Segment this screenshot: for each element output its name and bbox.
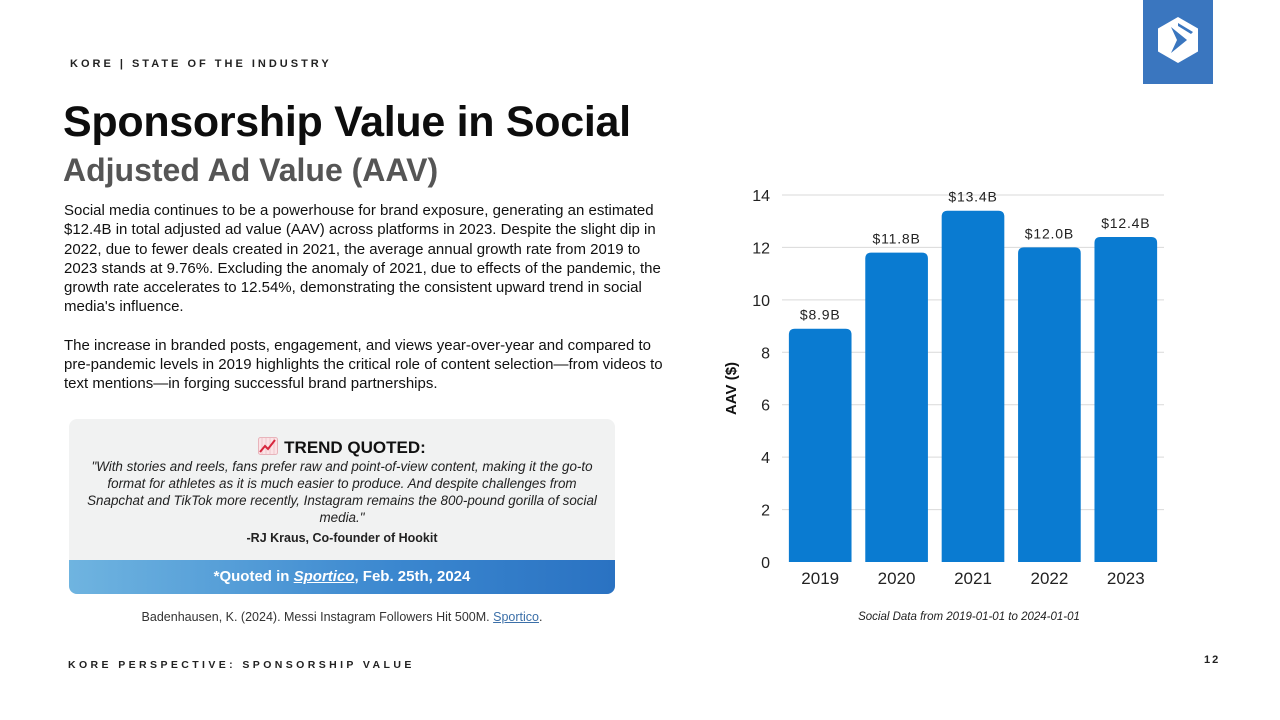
x-tick-label-2019: 2019 xyxy=(801,569,839,588)
page-title: Sponsorship Value in Social xyxy=(63,98,631,146)
citation-text: Badenhausen, K. (2024). Messi Instagram … xyxy=(141,610,494,624)
page-subtitle: Adjusted Ad Value (AAV) xyxy=(63,152,439,188)
trend-quote-card: TREND QUOTED: "With stories and reels, f… xyxy=(69,419,615,594)
quote-heading-text: TREND QUOTED: xyxy=(284,438,426,457)
x-tick-label-2022: 2022 xyxy=(1030,569,1068,588)
footer-text: KORE PERSPECTIVE: SPONSORSHIP VALUE xyxy=(68,659,415,671)
y-tick-label-10: 10 xyxy=(752,293,770,310)
quote-source-banner: *Quoted in Sportico, Feb. 25th, 2024 xyxy=(69,560,615,594)
y-tick-label-6: 6 xyxy=(761,398,770,415)
citation-suffix: . xyxy=(538,610,543,624)
trend-chart-icon xyxy=(258,437,279,460)
page-number: 12 xyxy=(1204,654,1221,666)
kore-logo xyxy=(1143,0,1213,84)
aav-bar-chart: 0 2 4 6 8 10 12 14 AAV ($) $8.9B 2019 $11.8B 2020 $13… xyxy=(723,188,1164,588)
quote-heading: TREND QUOTED: xyxy=(69,437,615,460)
y-tick-label-0: 0 xyxy=(761,555,770,572)
y-tick-label-8: 8 xyxy=(761,345,770,362)
body-paragraph-1: Social media continues to be a powerhous… xyxy=(64,202,661,316)
kore-hexagon-logo-icon xyxy=(1158,17,1198,63)
y-tick-label-12: 12 xyxy=(752,240,770,257)
bar-2021 xyxy=(941,210,1005,562)
sportico-source-link[interactable]: Sportico xyxy=(293,568,355,585)
body-text: Social media continues to be a powerhous… xyxy=(64,201,664,394)
y-axis-label: AAV ($) xyxy=(723,362,740,415)
data-label-2020: $11.8B xyxy=(873,231,921,247)
data-label-2019: $8.9B xyxy=(800,307,841,323)
data-label-2021: $13.4B xyxy=(948,189,997,205)
body-paragraph-2: The increase in branded posts, engagemen… xyxy=(64,336,663,393)
quote-author: -RJ Kraus, Co-founder of Hookit xyxy=(246,531,438,545)
y-tick-label-14: 14 xyxy=(752,188,770,205)
banner-prefix: *Quoted in xyxy=(213,568,294,585)
banner-suffix: , Feb. 25th, 2024 xyxy=(354,568,471,585)
citation-link[interactable]: Sportico xyxy=(493,610,539,624)
bar-2022 xyxy=(1018,247,1081,562)
data-label-2022: $12.0B xyxy=(1025,225,1074,241)
chart-data-note: Social Data from 2019-01-01 to 2024-01-0… xyxy=(858,611,1080,623)
citation: Badenhausen, K. (2024). Messi Instagram … xyxy=(69,610,615,624)
bar-2020 xyxy=(865,252,928,562)
y-tick-label-2: 2 xyxy=(761,503,770,520)
header-brand: KORE | STATE OF THE INDUSTRY xyxy=(70,58,332,70)
quote-text: "With stories and reels, fans prefer raw… xyxy=(87,459,597,525)
data-label-2023: $12.4B xyxy=(1101,215,1150,231)
x-tick-label-2021: 2021 xyxy=(954,569,992,588)
x-tick-label-2023: 2023 xyxy=(1107,569,1145,588)
bar-2023 xyxy=(1094,236,1158,562)
bar-2019 xyxy=(788,328,852,562)
x-tick-label-2020: 2020 xyxy=(878,569,916,588)
y-tick-label-4: 4 xyxy=(761,450,770,467)
